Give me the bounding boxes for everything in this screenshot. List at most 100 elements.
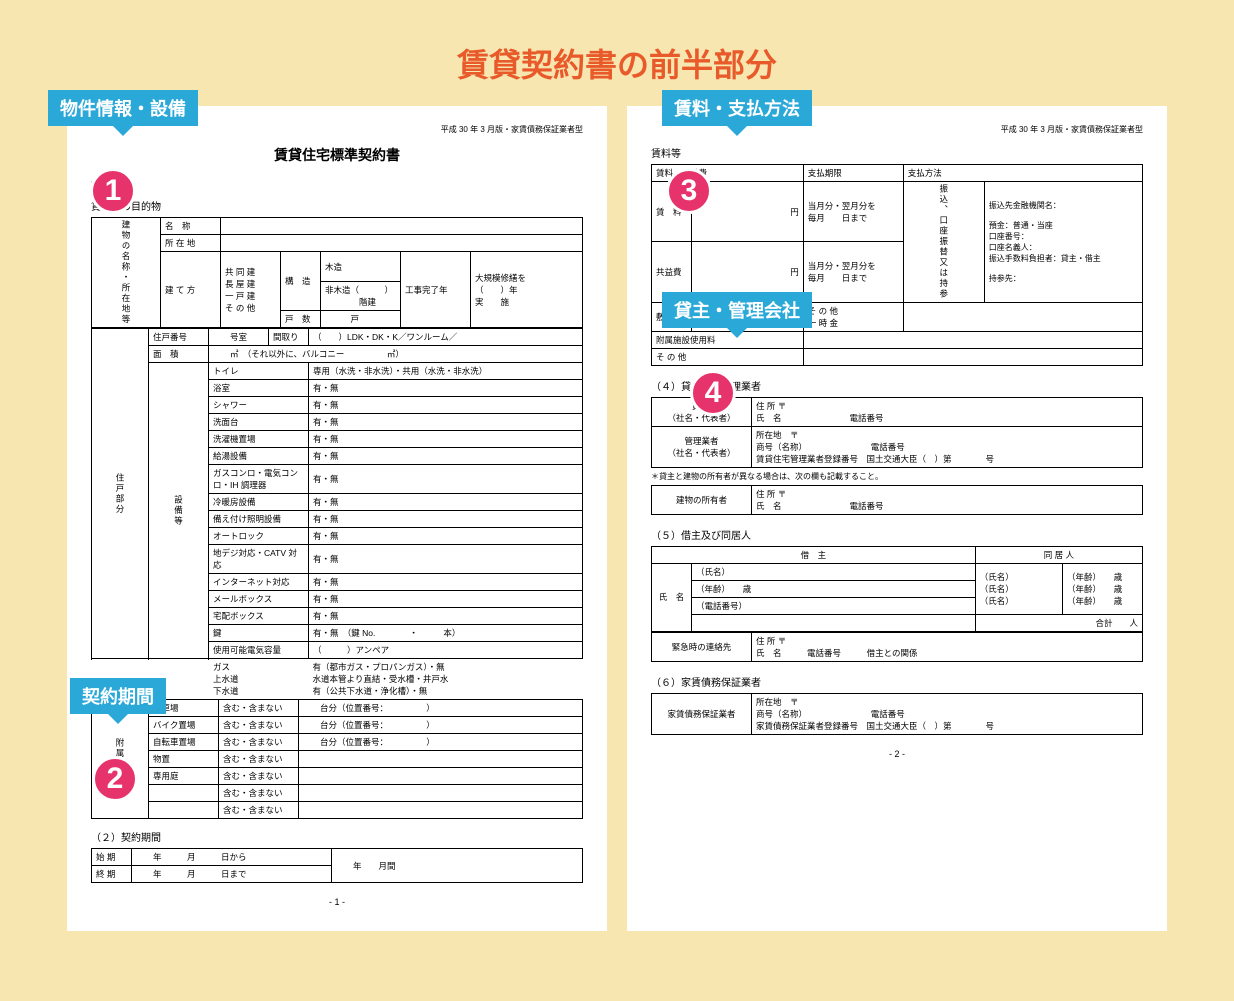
- layout-label: 間取り: [269, 329, 309, 346]
- page1-num: - 1 -: [91, 897, 583, 907]
- fac-item-6: [149, 802, 219, 819]
- lessee-header: 借 主: [652, 546, 976, 563]
- equip-item-7: 冷暖房設備: [209, 494, 309, 511]
- equip-right-4: 有・無: [309, 431, 583, 448]
- infographic-container: 賃貸契約書の前半部分 物件情報・設備 1 契約期間 2 賃料・支払方法 3 貸主…: [30, 30, 1204, 971]
- equip-right-8: 有・無: [309, 511, 583, 528]
- unit-side-label: 住戸部分: [92, 329, 149, 659]
- equip-item-10: 地デジ対応・CATV 対応: [209, 545, 309, 574]
- cohab-a1: （年齢） 歳: [1067, 571, 1138, 583]
- name2-label: 氏 名: [652, 563, 692, 631]
- equip-right-1: 有・無: [309, 380, 583, 397]
- sec3-label: 賃料等: [651, 145, 1143, 160]
- duration: 年 月間: [332, 849, 583, 883]
- lessee-tel: （電話番号）: [692, 597, 976, 614]
- manager-info: 所在地 〒 商号（名称） 電話番号 賃貸住宅管理業者登録番号 国土交通大臣（ ）…: [752, 426, 1143, 467]
- equip-right-6: 有・無: [309, 465, 583, 494]
- callout-period: 契約期間: [70, 678, 166, 714]
- owner-name: 氏 名: [756, 501, 782, 511]
- mgr-name: 商号（名称）: [756, 442, 803, 452]
- cohab-names: （氏名） （氏名） （氏名）: [975, 563, 1062, 614]
- emergency-label: 緊急時の連絡先: [652, 632, 752, 661]
- sec6-title: （６）家賃債務保証業者: [651, 674, 1143, 689]
- fac-val-3: 含む・含まない: [219, 751, 299, 768]
- name-value: [221, 218, 583, 235]
- units-val: 戸: [321, 311, 401, 328]
- other-fee-label: そ の 他 一 時 金: [803, 302, 903, 331]
- callout-rent: 賃料・支払方法: [662, 90, 812, 126]
- equip-right-12: 有・無: [309, 591, 583, 608]
- em-tel: 電話番号: [807, 648, 841, 658]
- total: 合計 人: [975, 614, 1142, 631]
- building-side-label: 建物の名称・所在地等: [92, 218, 161, 328]
- owner-tel: 電話番号: [850, 501, 884, 511]
- owner-info: 住 所 〒 氏 名 電話番号: [752, 485, 1143, 514]
- rent-table: 賃料・共益費 支払期限 支払方法 賃 料 円 当月分・翌月分を 毎月 日まで 振…: [651, 164, 1143, 366]
- cohab-n3: （氏名）: [980, 595, 1058, 607]
- callout-property: 物件情報・設備: [48, 90, 198, 126]
- sec5-title: （５）借主及び同居人: [651, 527, 1143, 542]
- facility-table: 附属施設 駐車場 含む・含まない 台分（位置番号： ） バイク置場含む・含まない…: [91, 699, 583, 819]
- cohab-a3: （年齢） 歳: [1067, 595, 1138, 607]
- sec1-label: 賃貸借の目的物: [91, 198, 583, 213]
- facility-fee-val: [803, 331, 1142, 348]
- lessee-blank: [692, 614, 976, 631]
- cohab-n2: （氏名）: [980, 583, 1058, 595]
- g-name: 商号（名称）: [756, 709, 803, 719]
- structure-label: 構 造: [281, 252, 321, 311]
- gas-label: ガス: [213, 661, 305, 673]
- start-val: 年 月 日から: [132, 849, 332, 866]
- fac-item-3: 物置: [149, 751, 219, 768]
- location-value: [221, 235, 583, 252]
- elec-val: （ ）アンペア: [309, 642, 583, 659]
- g-reg: 家賃債務保証業者登録番号 国土交通大臣（ ）第 号: [756, 720, 1138, 732]
- fac-item-4: 専用庭: [149, 768, 219, 785]
- struct-wood: 木造: [321, 252, 401, 282]
- equip-item-1: 浴室: [209, 380, 309, 397]
- equip-item-2: シャワー: [209, 397, 309, 414]
- mgr-tel: 電話番号: [871, 442, 905, 452]
- em-addr: 住 所 〒: [756, 635, 1138, 647]
- lessor-addr: 住 所 〒: [756, 400, 1138, 412]
- equip-right-2: 有・無: [309, 397, 583, 414]
- water-val: 水道本管より直結・受水槽・井戸水: [313, 673, 579, 685]
- method-side: 振込、口座振替又は持参: [903, 182, 984, 303]
- equip-right-9: 有・無: [309, 528, 583, 545]
- end-val: 年 月 日まで: [132, 866, 332, 883]
- lessor-name: 氏 名: [756, 413, 782, 423]
- equip-right-14: 有・無 （鍵 No. ・ 本）: [309, 625, 583, 642]
- gas-val: 有（都市ガス・プロパンガス）・無: [313, 661, 579, 673]
- key-detail: （鍵 No. ・ 本）: [347, 628, 460, 638]
- fac-val-5: 含む・含まない: [219, 785, 299, 802]
- fac-item-1: バイク置場: [149, 717, 219, 734]
- g-loc: 所在地 〒: [756, 696, 1138, 708]
- lessee-furigana: （氏名）: [692, 563, 976, 580]
- badge-2: 2: [92, 756, 138, 802]
- building-table: 建物の名称・所在地等 名 称 所 在 地 建 て 方 共 同 建 長 屋 建 一…: [91, 217, 583, 328]
- struct-nonwood-text: 非木造（ ）: [325, 285, 393, 295]
- fac-detail-6: [299, 802, 583, 819]
- sewer-val: 有（公共下水道・浄化槽）・無: [313, 685, 579, 697]
- fac-detail-5: [299, 785, 583, 802]
- fac-item-2: 自転車置場: [149, 734, 219, 751]
- sec2-title: （２）契約期間: [91, 829, 583, 844]
- pay-deadline-label: 支払期限: [803, 165, 903, 182]
- equip-item-11: インターネット対応: [209, 574, 309, 591]
- owner-addr: 住 所 〒: [756, 488, 1138, 500]
- common-deadline: 当月分・翌月分を 毎月 日まで: [803, 242, 903, 302]
- equip-item-14: 鍵: [209, 625, 309, 642]
- fac-detail-3: [299, 751, 583, 768]
- other-val: [803, 348, 1142, 365]
- equip-right-11: 有・無: [309, 574, 583, 591]
- equip-right-3: 有・無: [309, 414, 583, 431]
- equip-right-13: 有・無: [309, 608, 583, 625]
- other-label: そ の 他: [652, 348, 804, 365]
- lessor-info: 住 所 〒 氏 名 電話番号: [752, 397, 1143, 426]
- mgr-reg: 賃貸住宅管理業者登録番号 国土交通大臣（ ）第 号: [756, 453, 1138, 465]
- badge-4: 4: [690, 370, 736, 416]
- contract-page-1: 平成 30 年 3 月版・家賃債務保証業者型 賃貸住宅標準契約書 頭 賃貸借の目…: [67, 106, 607, 931]
- utilities-vals: 有（都市ガス・プロパンガス）・無 水道本管より直結・受水槽・井戸水 有（公共下水…: [309, 659, 583, 700]
- cohab-header: 同 居 人: [975, 546, 1142, 563]
- callout-tag-4: 貸主・管理会社: [662, 292, 812, 328]
- callout-tag-1: 物件情報・設備: [48, 90, 198, 126]
